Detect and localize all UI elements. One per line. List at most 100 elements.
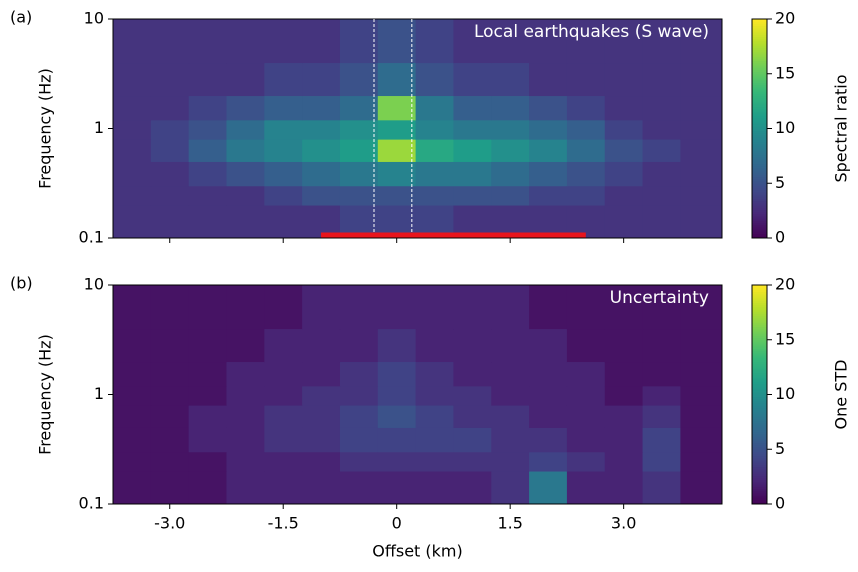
heatmap-cell bbox=[226, 161, 265, 187]
heatmap-cell bbox=[339, 361, 379, 387]
colorbar-swatch bbox=[752, 200, 767, 204]
heatmap-cell bbox=[113, 427, 152, 453]
heatmap-cell bbox=[491, 328, 530, 363]
heatmap-cell bbox=[377, 161, 417, 187]
heatmap-cell bbox=[529, 328, 568, 363]
heatmap-cell bbox=[453, 185, 492, 206]
colorbar-swatch bbox=[752, 311, 767, 314]
colorbar-swatch bbox=[752, 220, 767, 224]
colorbar-swatch bbox=[752, 425, 767, 428]
heatmap-cell bbox=[604, 19, 644, 64]
colorbar-swatch bbox=[752, 135, 767, 138]
heatmap-cell bbox=[150, 119, 190, 140]
colorbar-swatch bbox=[752, 416, 767, 420]
colorbar-swatch bbox=[752, 486, 767, 490]
heatmap-cell bbox=[642, 361, 681, 387]
heatmap-cell bbox=[377, 19, 417, 64]
heatmap-cell bbox=[339, 139, 379, 162]
heatmap-cell bbox=[680, 285, 723, 330]
heatmap-cell bbox=[642, 185, 681, 206]
heatmap-cell bbox=[377, 471, 417, 505]
colorbar-swatch bbox=[752, 97, 767, 101]
heatmap-cell bbox=[113, 205, 152, 239]
colorbar-swatch bbox=[752, 460, 767, 463]
heatmap-cell bbox=[113, 285, 152, 330]
colorbar-swatch bbox=[752, 453, 767, 457]
heatmap-cell bbox=[604, 361, 644, 387]
heatmap-cell bbox=[264, 471, 303, 505]
heatmap-cell bbox=[642, 19, 681, 64]
colorbar-tick-label: 10 bbox=[775, 118, 795, 137]
colorbar-swatch bbox=[752, 390, 767, 393]
colorbar-swatch bbox=[752, 495, 767, 498]
heatmap-cell bbox=[642, 451, 681, 472]
colorbar-swatch bbox=[752, 344, 767, 347]
heatmap-cell bbox=[415, 385, 454, 406]
panel-label: (a) bbox=[10, 8, 32, 27]
heatmap-cell bbox=[491, 385, 530, 406]
heatmap-cell bbox=[680, 427, 723, 453]
y-tick-label: 10 bbox=[84, 9, 104, 28]
colorbar-swatch bbox=[752, 100, 767, 103]
heatmap-cell bbox=[339, 95, 379, 121]
heatmap-cell bbox=[566, 139, 606, 162]
heatmap-cell bbox=[415, 62, 454, 97]
colorbar-swatch bbox=[752, 357, 767, 360]
colorbar-swatch bbox=[752, 363, 767, 367]
colorbar-swatch bbox=[752, 25, 767, 29]
heatmap-cell bbox=[604, 451, 644, 472]
colorbar-swatch bbox=[752, 126, 767, 129]
colorbar-swatch bbox=[752, 462, 767, 466]
y-tick-label: 0.1 bbox=[79, 228, 104, 247]
heatmap-cell bbox=[226, 119, 265, 140]
heatmap-cell bbox=[150, 62, 190, 97]
colorbar-swatch bbox=[752, 216, 767, 219]
heatmap-cell bbox=[264, 328, 303, 363]
heatmap-cell bbox=[226, 205, 265, 239]
heatmap-cell bbox=[226, 385, 265, 406]
heatmap-cell bbox=[566, 62, 606, 97]
colorbar-swatch bbox=[752, 130, 767, 134]
heatmap-cell bbox=[264, 385, 303, 406]
colorbar-swatch bbox=[752, 141, 767, 145]
heatmap-cell bbox=[453, 405, 492, 428]
colorbar-swatch bbox=[752, 213, 767, 217]
heatmap-cell bbox=[226, 62, 265, 97]
heatmap-cell bbox=[604, 95, 644, 121]
colorbar-swatch bbox=[752, 306, 767, 310]
colorbar-swatch bbox=[752, 207, 767, 211]
y-tick-label: 1 bbox=[94, 384, 104, 403]
colorbar-swatch bbox=[752, 159, 767, 162]
colorbar-swatch bbox=[752, 117, 767, 121]
heatmap-cell bbox=[339, 19, 379, 64]
heatmap-cell bbox=[566, 119, 606, 140]
colorbar-swatch bbox=[752, 78, 767, 81]
heatmap-cell bbox=[264, 19, 303, 64]
heatmap-cell bbox=[415, 361, 454, 387]
colorbar-tick-label: 0 bbox=[775, 494, 785, 513]
colorbar-swatch bbox=[752, 49, 767, 53]
colorbar-swatch bbox=[752, 420, 767, 424]
heatmap-cell bbox=[264, 427, 303, 453]
colorbar-swatch bbox=[752, 468, 767, 472]
heatmap-cell bbox=[150, 427, 190, 453]
heatmap-cell bbox=[377, 405, 417, 428]
heatmap-cell bbox=[491, 95, 530, 121]
heatmap-cell bbox=[642, 285, 681, 330]
colorbar-swatch bbox=[752, 330, 767, 334]
heatmap-cell bbox=[604, 161, 644, 187]
colorbar-swatch bbox=[752, 23, 767, 27]
colorbar-swatch bbox=[752, 379, 767, 382]
heatmap-cell bbox=[566, 95, 606, 121]
panel-label: (b) bbox=[10, 274, 33, 293]
heatmap-cell bbox=[604, 385, 644, 406]
heatmap-cell bbox=[453, 328, 492, 363]
colorbar-swatch bbox=[752, 93, 767, 97]
colorbar-swatch bbox=[752, 102, 767, 105]
colorbar-swatch bbox=[752, 91, 767, 94]
colorbar-swatch bbox=[752, 185, 767, 189]
colorbar-swatch bbox=[752, 339, 767, 343]
heatmap-cell bbox=[604, 471, 644, 505]
heatmap-cell bbox=[302, 185, 341, 206]
heatmap-cell bbox=[415, 119, 454, 140]
